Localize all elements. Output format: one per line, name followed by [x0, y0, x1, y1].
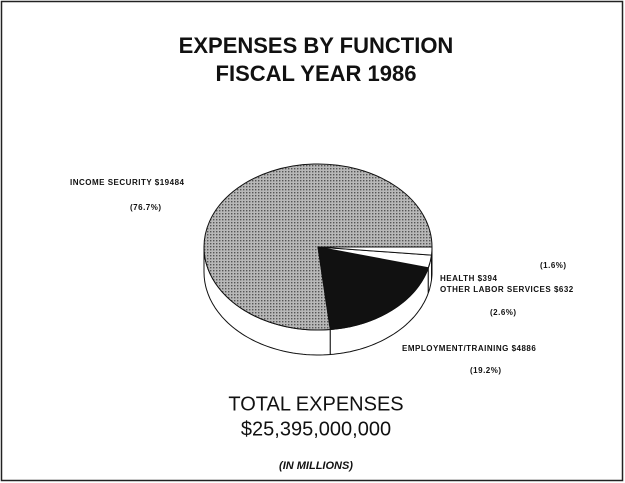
total-title: TOTAL EXPENSES: [228, 393, 403, 415]
value-label: $19484: [155, 178, 185, 187]
slice-label: OTHER LABOR SERVICES $632: [440, 285, 574, 294]
slice: [317, 246, 433, 256]
total: $25,395,000,000: [241, 418, 391, 440]
category-name: OTHER LABOR SERVICES: [440, 285, 551, 294]
category-name: EMPLOYMENT/TRAINING: [402, 344, 509, 353]
category-name: INCOME SECURITY: [70, 178, 152, 187]
slice-label: EMPLOYMENT/TRAINING $4886: [402, 344, 536, 353]
category-name: HEALTH: [440, 274, 475, 283]
slice: [317, 246, 429, 331]
note: (IN MILLIONS): [279, 460, 353, 472]
slice-label: INCOME SECURITY $19484: [70, 178, 185, 187]
chart-title: EXPENSES BY FUNCTION: [179, 33, 454, 58]
percent-label: (2.6%): [490, 308, 517, 317]
value-label: $4886: [512, 344, 537, 353]
slice-label: HEALTH $394: [440, 274, 497, 283]
percent-label: (1.6%): [540, 261, 567, 270]
value-label: $632: [554, 285, 574, 294]
chart-subtitle: FISCAL YEAR 1986: [216, 61, 417, 86]
percent-label: (19.2%): [470, 366, 502, 375]
value-label: $394: [478, 274, 498, 283]
percent-label: (76.7%): [130, 203, 162, 212]
